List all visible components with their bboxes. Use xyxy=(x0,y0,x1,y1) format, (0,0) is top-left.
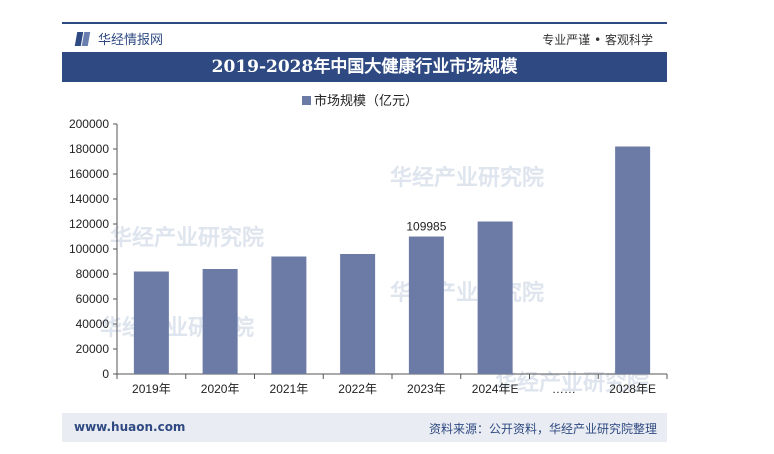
bar xyxy=(477,221,513,374)
bar xyxy=(202,269,238,374)
x-tick-label: 2028年E xyxy=(609,382,656,396)
x-tick-label: …… xyxy=(552,382,576,396)
x-tick-label: 2023年 xyxy=(407,382,446,396)
data-label: 109985 xyxy=(406,220,446,234)
y-tick-label: 120000 xyxy=(69,217,109,231)
y-tick-label: 100000 xyxy=(69,242,109,256)
x-tick-label: 2021年 xyxy=(270,382,309,396)
footer-bar: www.huaon.com 资料来源：公开资料，华经产业研究院整理 xyxy=(62,413,667,442)
y-tick-label: 180000 xyxy=(69,142,109,156)
y-tick-label: 80000 xyxy=(76,267,110,281)
y-tick-labels: 0 20000 40000 60000 80000 100000 120000 140000 1… xyxy=(69,117,109,381)
brand-name: 华经情报网 xyxy=(98,33,164,48)
y-tick-label: 140000 xyxy=(69,192,109,206)
bar xyxy=(408,236,444,374)
data-source: 资料来源：公开资料，华经产业研究院整理 xyxy=(428,422,657,436)
data-labels: 109985 xyxy=(406,220,446,234)
legend-label: 市场规模（亿元） xyxy=(314,93,418,109)
x-tick-label: 2020年 xyxy=(201,382,240,396)
slogan: 专业严谨 • 客观科学 xyxy=(542,33,653,47)
y-tick-label: 160000 xyxy=(69,167,109,181)
watermark-text: 华经产业研究院 xyxy=(390,165,544,191)
y-tick-label: 0 xyxy=(102,367,109,381)
site-url: www.huaon.com xyxy=(74,420,186,434)
x-tick-labels: 2019年 2020年 2021年 2022年 2023年 2024年E …… 2028年E xyxy=(132,382,656,396)
watermark-text: 华经产业研究院 xyxy=(110,225,264,251)
y-tick-label: 60000 xyxy=(76,292,110,306)
bar xyxy=(615,146,651,374)
bar xyxy=(133,271,169,374)
x-tick-label: 2019年 xyxy=(132,382,171,396)
y-tick-label: 20000 xyxy=(76,342,110,356)
bar xyxy=(340,254,376,374)
legend: 市场规模（亿元） xyxy=(302,93,418,109)
legend-swatch xyxy=(302,96,311,105)
brand: 华经情报网 xyxy=(74,29,164,48)
chart-title: 2019-2028年中国大健康行业市场规模 xyxy=(62,52,667,82)
x-tick-label: 2022年 xyxy=(338,382,377,396)
header-bar: 华经情报网 专业严谨 • 客观科学 xyxy=(62,22,667,52)
x-tick-label: 2024年E xyxy=(472,382,519,396)
y-tick-label: 200000 xyxy=(69,117,109,131)
bars xyxy=(133,146,651,374)
y-tick-label: 40000 xyxy=(76,317,110,331)
bar xyxy=(271,256,307,374)
